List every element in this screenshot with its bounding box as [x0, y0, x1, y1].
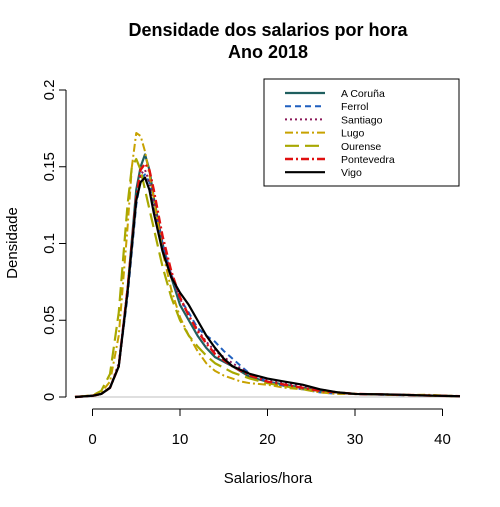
y-tick-label-2: 0.1 [41, 233, 58, 254]
legend-label-3: Lugo [341, 128, 365, 140]
series-line-6 [74, 176, 461, 399]
series-line-0 [74, 153, 461, 399]
y-tick-label-1: 0.05 [41, 306, 58, 335]
legend-label-2: Santiago [341, 114, 383, 126]
legend-label-5: Pontevedra [341, 154, 395, 166]
legend-label-0: A Coruña [341, 88, 385, 100]
chart-title: Densidade dos salarios por hora [128, 20, 408, 40]
legend-label-1: Ferrol [341, 101, 368, 113]
x-tick-label-3: 30 [347, 431, 364, 448]
x-tick-label-0: 0 [88, 431, 96, 448]
series-line-1 [74, 173, 461, 398]
x-tick-label-1: 10 [172, 431, 189, 448]
y-tick-label-4: 0.2 [41, 80, 58, 101]
series-line-4 [74, 157, 461, 399]
series-line-3 [74, 131, 461, 398]
series-line-2 [74, 168, 461, 398]
legend-label-4: Ourense [341, 141, 381, 153]
y-tick-label-3: 0.15 [41, 152, 58, 181]
y-axis-label: Densidade [4, 207, 21, 279]
x-tick-label-4: 40 [434, 431, 451, 448]
legend-label-6: Vigo [341, 167, 362, 179]
x-tick-label-2: 20 [259, 431, 276, 448]
chart-subtitle: Ano 2018 [228, 42, 308, 62]
series-line-5 [74, 162, 461, 399]
density-series-group [74, 131, 461, 399]
y-axis: 0 0.05 0.1 0.15 0.2 [41, 80, 67, 401]
y-tick-label-0: 0 [41, 393, 58, 401]
x-axis: 0 10 20 30 40 [88, 408, 451, 448]
x-axis-label: Salarios/hora [224, 470, 313, 487]
